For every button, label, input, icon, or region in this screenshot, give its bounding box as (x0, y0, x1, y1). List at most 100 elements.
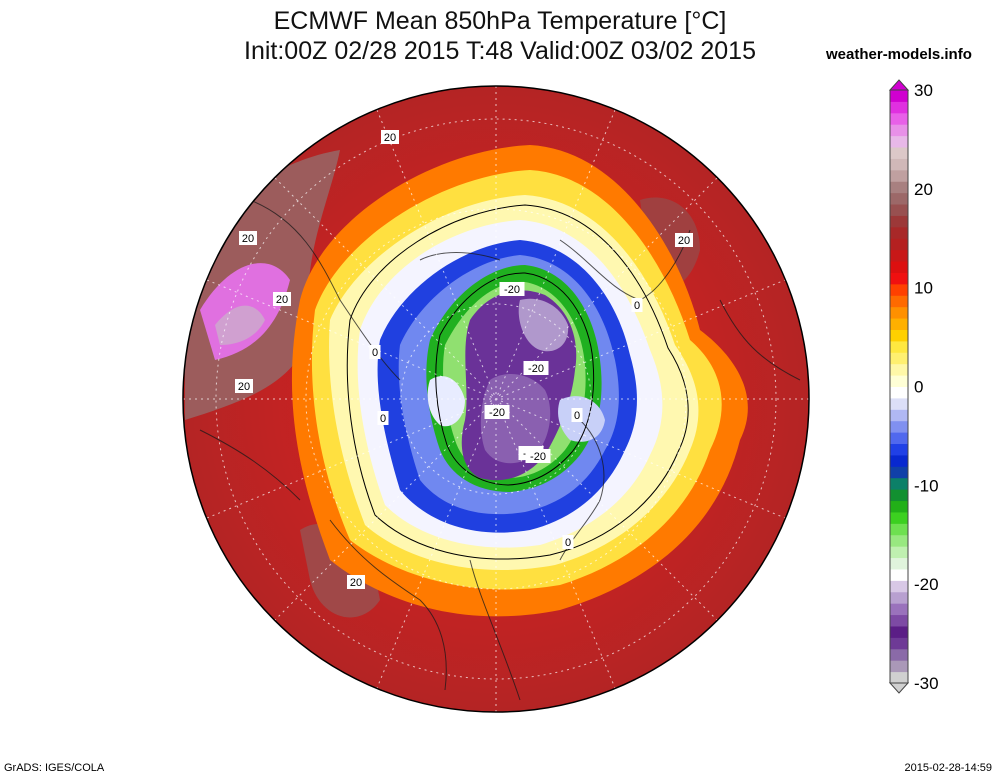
contour-label-box (571, 408, 583, 422)
chart-title: ECMWF Mean 850hPa Temperature [°C] (273, 7, 727, 35)
colorbar-cell (890, 489, 908, 502)
colorbar-cell (890, 261, 908, 273)
colorbar-cell (890, 648, 908, 661)
colorbar-cell (890, 147, 908, 159)
colorbar-cell (890, 454, 908, 467)
contour-label: 0 (574, 410, 580, 422)
software-credit: GrADS: IGES/COLA (4, 762, 105, 774)
contour-label: 20 (242, 233, 254, 245)
colorbar-tick-label: -10 (914, 476, 939, 495)
contour-label-box (525, 449, 551, 463)
contour-label-box (484, 405, 510, 419)
colorbar-cell (890, 363, 908, 376)
colorbar-cell (890, 272, 908, 285)
contour-label: -20 (530, 451, 546, 463)
colorbar-cell (890, 352, 908, 365)
colorbar-cell (890, 135, 908, 148)
colorbar-cell (890, 523, 908, 536)
contour-label: -20 (504, 284, 520, 296)
contour-label: -20 (489, 407, 505, 419)
contour-label-box (675, 233, 693, 247)
colorbar-cell (890, 557, 908, 570)
colorbar-cell (890, 603, 908, 616)
colorbar-cell (890, 226, 908, 239)
colorbar-cells (888, 79, 910, 694)
colorbar-cell (890, 329, 908, 342)
contour-label-box (381, 130, 399, 144)
timestamp: 2015-02-28-14:59 (904, 762, 992, 774)
colorbar-cell (890, 500, 908, 513)
contour-label: 20 (238, 381, 250, 393)
colorbar-cell (890, 660, 908, 673)
colorbar-cell (890, 90, 908, 102)
colorbar-ticks: 30 20 10 0 -10 -20 -30 (914, 81, 939, 693)
colorbar-cell (890, 568, 908, 581)
colorbar-cell (890, 580, 908, 593)
colorbar-cell (890, 169, 908, 182)
colorbar-cell (890, 192, 908, 205)
contour-label: 0 (372, 347, 378, 359)
contour-label: -20 (528, 363, 544, 375)
contour-label: 0 (565, 537, 571, 549)
map-boundary (182, 85, 810, 713)
colorbar-cell (890, 238, 908, 251)
colorbar-cell (890, 409, 908, 422)
site-watermark: weather-models.info (826, 46, 972, 63)
contour-label: 20 (350, 577, 362, 589)
colorbar-cell (890, 124, 908, 137)
colorbar-cell (890, 101, 908, 114)
colorbar-cell (890, 158, 908, 171)
contour-label-box (235, 379, 253, 393)
contour-label-box (562, 535, 574, 549)
colorbar-cell (890, 283, 908, 296)
colorbar-cell (890, 306, 908, 319)
colorbar-cell (890, 614, 908, 627)
colorbar-tick-label: -20 (914, 575, 939, 594)
contour-label-box (523, 361, 549, 375)
colorbar-cell (890, 466, 908, 479)
colorbar-cell (890, 318, 908, 330)
contour-label-box (499, 282, 525, 296)
colorbar-cell (890, 671, 908, 684)
colorbar-cell (890, 397, 908, 410)
contour-label: 0 (634, 300, 640, 312)
colorbar-cell (890, 112, 908, 125)
contour-label-box (273, 292, 291, 306)
colorbar-tick-label: 0 (914, 378, 923, 397)
colorbar-tick-label: 10 (914, 279, 933, 298)
contour-label-box (347, 575, 365, 589)
temperature-field (183, 86, 809, 712)
colorbar-cell (890, 340, 908, 353)
colorbar-cell (890, 295, 908, 308)
colorbar-cell (890, 546, 908, 559)
chart-subtitle: Init:00Z 02/28 2015 T:48 Valid:00Z 03/02… (244, 37, 756, 65)
colorbar-tick-label: 20 (914, 180, 933, 199)
colorbar-cell (890, 443, 908, 456)
colorbar-cell (890, 591, 908, 604)
colorbar-tick-label: 30 (914, 81, 933, 100)
colorbar-cell (890, 249, 908, 262)
colorbar-cell (890, 375, 908, 387)
colorbar-cell (890, 204, 908, 216)
colorbar-cell (890, 181, 908, 194)
contour-label: 0 (380, 413, 386, 425)
colorbar-cell (890, 637, 908, 650)
contour-label-box (377, 411, 389, 425)
contour-label-box (631, 298, 643, 312)
colorbar-cell (890, 511, 908, 524)
colorbar-max-arrow (888, 79, 910, 91)
contour-label-box (369, 345, 381, 359)
colorbar-min-arrow (888, 682, 910, 694)
colorbar-cell (890, 386, 908, 399)
contour-label-box (239, 231, 257, 245)
contour-label: 20 (384, 132, 396, 144)
colorbar-tick-label: -30 (914, 674, 939, 693)
contour-label: 20 (678, 235, 690, 247)
colorbar-cell (890, 215, 908, 228)
colorbar-cell (890, 625, 908, 638)
colorbar-cell (890, 477, 908, 490)
colorbar-cell (890, 534, 908, 547)
